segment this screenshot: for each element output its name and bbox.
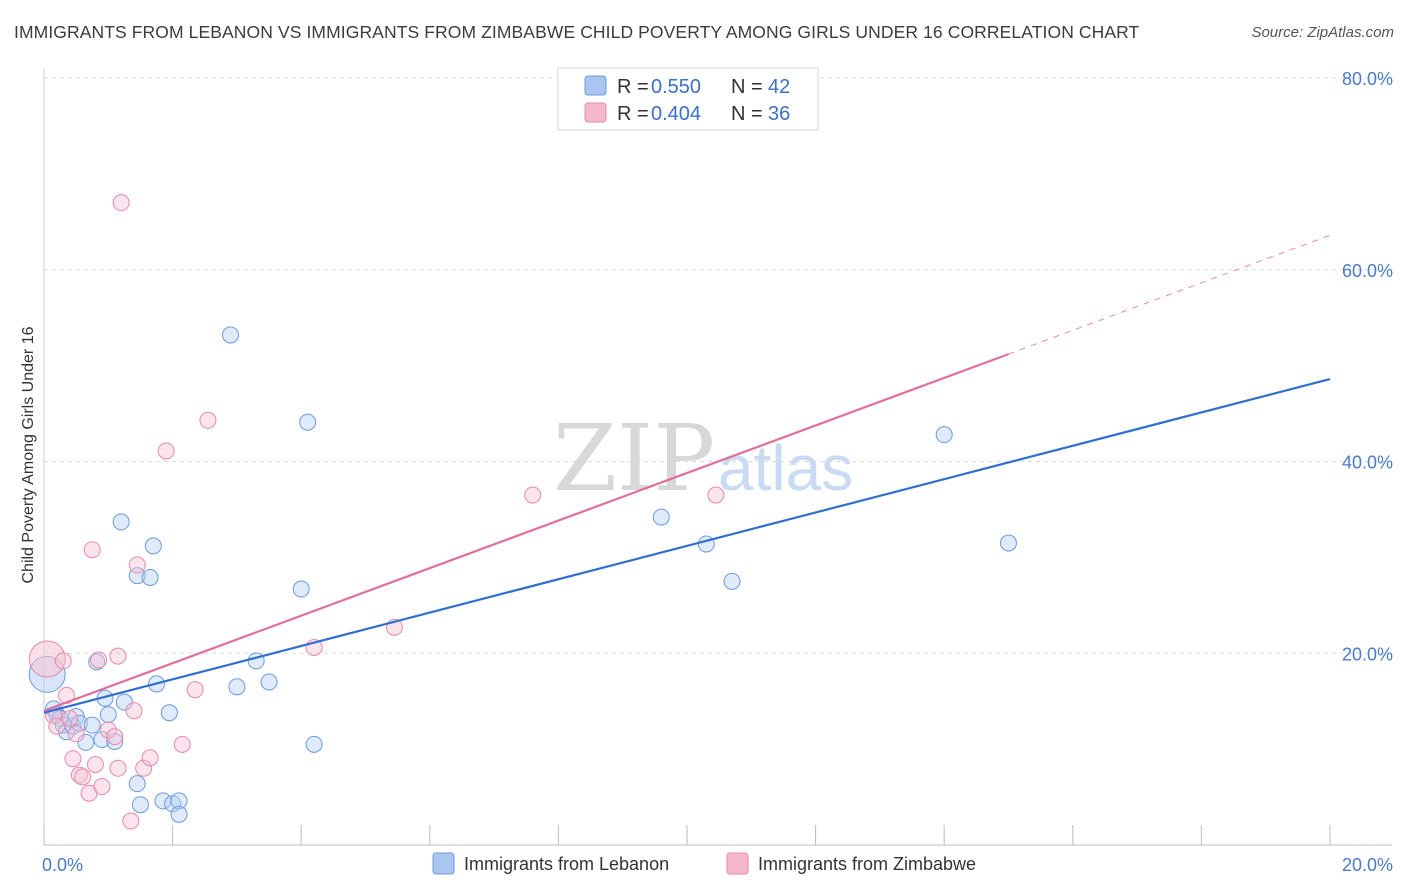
point-zimbabwe <box>128 556 146 574</box>
point-zimbabwe <box>99 721 117 739</box>
point-zimbabwe <box>109 759 127 777</box>
trend-line-zimbabwe <box>43 353 1009 712</box>
legend-item-zimbabwe: R = 0.404 N = 36 <box>584 102 790 125</box>
point-lebanon <box>299 413 317 431</box>
watermark: ZIP atlas <box>553 405 853 512</box>
bottom-legend-swatch-lebanon <box>432 852 455 875</box>
legend-n-value: 36 <box>768 103 790 125</box>
point-zimbabwe <box>48 717 66 735</box>
trend-line-lebanon <box>43 377 1331 714</box>
point-lebanon <box>935 426 953 444</box>
point-zimbabwe <box>125 702 143 720</box>
chart-title: IMMIGRANTS FROM LEBANON VS IMMIGRANTS FR… <box>14 22 1140 42</box>
point-zimbabwe <box>707 486 725 504</box>
y-tick-label: 20.0% <box>1342 644 1393 664</box>
point-zimbabwe <box>112 194 130 212</box>
watermark-atlas: atlas <box>718 432 853 504</box>
point-lebanon <box>93 731 111 749</box>
y-axis-label: Child Poverty Among Girls Under 16 <box>20 326 37 583</box>
point-zimbabwe <box>64 750 82 768</box>
watermark-zip: ZIP <box>553 405 715 512</box>
legend-swatch-lebanon <box>584 75 607 96</box>
point-lebanon <box>160 704 178 722</box>
point-lebanon <box>131 796 149 814</box>
legend-r-value: 0.404 <box>651 103 701 125</box>
y-tick-label: 60.0% <box>1342 261 1393 281</box>
point-zimbabwe <box>70 766 88 784</box>
point-lebanon <box>83 716 101 734</box>
legend-r-label: R = <box>617 103 649 125</box>
point-zimbabwe <box>93 778 111 796</box>
point-zimbabwe <box>74 768 92 786</box>
point-zimbabwe <box>106 728 124 746</box>
legend-n-label: N = <box>731 103 763 125</box>
data-points <box>28 194 1017 830</box>
x-tick-labels: 0.0% 20.0% <box>42 855 1393 875</box>
point-zimbabwe <box>199 411 217 429</box>
point-lebanon <box>141 569 159 587</box>
point-zimbabwe <box>122 812 140 830</box>
point-zimbabwe <box>186 681 204 699</box>
x-tick-label: 0.0% <box>42 855 83 875</box>
point-zimbabwe <box>173 735 191 753</box>
point-lebanon <box>228 678 246 696</box>
bottom-legend: Immigrants from Lebanon Immigrants from … <box>432 852 976 875</box>
point-zimbabwe <box>67 725 85 743</box>
legend-swatch-zimbabwe <box>584 102 607 123</box>
point-zimbabwe <box>83 541 101 559</box>
source-label: Source: ZipAtlas.com <box>1251 24 1394 41</box>
point-lebanon <box>170 792 188 810</box>
point-lebanon <box>260 673 278 691</box>
y-tick-label: 80.0% <box>1342 69 1393 89</box>
point-lebanon <box>305 735 323 753</box>
bottom-legend-swatch-zimbabwe <box>726 852 749 875</box>
point-lebanon <box>1000 534 1017 552</box>
point-lebanon <box>144 537 162 555</box>
point-lebanon <box>292 580 310 598</box>
point-lebanon <box>115 693 133 711</box>
legend: R = 0.550 N = 42 R = 0.404 N = 36 <box>557 67 819 131</box>
point-zimbabwe <box>109 647 127 665</box>
trend-lines <box>43 234 1331 714</box>
point-lebanon <box>652 508 670 526</box>
point-zimbabwe <box>86 755 104 773</box>
point-zimbabwe <box>157 442 175 460</box>
x-tick-label: 20.0% <box>1342 855 1393 875</box>
point-lebanon <box>128 775 146 793</box>
point-zimbabwe <box>28 640 66 678</box>
point-lebanon <box>723 572 741 590</box>
point-zimbabwe <box>90 651 108 669</box>
point-lebanon <box>221 326 239 344</box>
bottom-legend-label-zimbabwe: Immigrants from Zimbabwe <box>758 854 976 874</box>
point-zimbabwe <box>61 709 79 727</box>
legend-n-value: 42 <box>768 76 790 98</box>
legend-n-label: N = <box>731 76 763 98</box>
grid <box>44 77 1392 654</box>
point-lebanon <box>70 714 88 732</box>
legend-r-value: 0.550 <box>651 76 701 98</box>
point-zimbabwe <box>54 652 72 670</box>
legend-r-label: R = <box>617 76 649 98</box>
trend-line-zimbabwe-extension <box>1008 234 1331 355</box>
legend-item-lebanon: R = 0.550 N = 42 <box>584 75 790 98</box>
y-tick-label: 40.0% <box>1342 453 1393 473</box>
point-lebanon <box>99 706 117 724</box>
bottom-legend-label-lebanon: Immigrants from Lebanon <box>464 854 669 874</box>
point-lebanon <box>77 733 95 751</box>
point-lebanon <box>112 513 130 531</box>
y-tick-labels: 20.0% 40.0% 60.0% 80.0% <box>1342 69 1393 664</box>
point-zimbabwe <box>135 759 153 777</box>
point-zimbabwe <box>524 486 542 504</box>
point-lebanon <box>170 805 188 823</box>
axes <box>43 68 1392 846</box>
point-zimbabwe <box>141 749 159 767</box>
